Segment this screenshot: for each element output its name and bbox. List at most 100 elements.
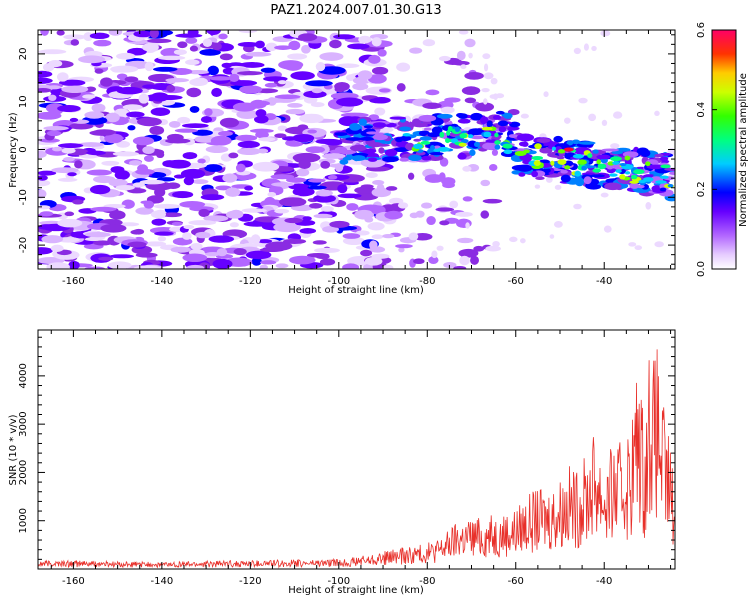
- heatmap-cell: [589, 178, 600, 186]
- heatmap-cell: [473, 245, 485, 252]
- heatmap-cell: [660, 164, 671, 169]
- heatmap-cell: [465, 222, 470, 229]
- heatmap-cell: [436, 245, 444, 251]
- heatmap-cell: [151, 218, 167, 226]
- heatmap-cell: [551, 146, 556, 151]
- heatmap-cell: [438, 55, 451, 62]
- heatmap-cell: [588, 113, 597, 122]
- heatmap-cell: [659, 175, 669, 179]
- heatmap-cell: [38, 111, 62, 120]
- heatmap-cell: [322, 226, 339, 233]
- heatmap-cell: [468, 52, 473, 59]
- heatmap-cell: [100, 223, 127, 233]
- heatmap-cell: [39, 138, 60, 143]
- heatmap-cell: [592, 149, 599, 155]
- y-tick-label: 10: [18, 95, 29, 108]
- heatmap-cell: [382, 156, 399, 163]
- heatmap-cell: [274, 94, 301, 100]
- heatmap-cell: [267, 192, 277, 197]
- heatmap-cell: [239, 85, 263, 94]
- heatmap-cell: [591, 45, 597, 51]
- heatmap-cell: [596, 159, 601, 165]
- heatmap-cell: [284, 217, 303, 224]
- heatmap-cell: [461, 86, 481, 95]
- heatmap-cell: [334, 81, 350, 91]
- heatmap-cell: [427, 132, 441, 138]
- heatmap-cell: [554, 184, 562, 190]
- y-tick-label: -20: [18, 237, 29, 253]
- heatmap-cell: [182, 253, 208, 263]
- heatmap-cell: [64, 211, 75, 217]
- colorbar-gradient: [711, 29, 737, 270]
- heatmap-cell: [470, 112, 483, 121]
- heatmap-cell: [411, 118, 422, 126]
- heatmap-cell: [133, 30, 153, 38]
- heatmap-cell: [421, 202, 433, 209]
- heatmap-cell: [495, 110, 505, 115]
- heatmap-cell: [265, 42, 278, 52]
- heatmap-cell: [287, 102, 303, 108]
- heatmap-cell: [486, 120, 493, 128]
- heatmap-cell: [550, 160, 555, 166]
- heatmap-cell: [277, 125, 287, 132]
- heatmap-cell: [384, 210, 403, 220]
- heatmap-cell: [446, 129, 451, 136]
- heatmap-cell: [398, 247, 405, 253]
- heatmap-cell: [439, 157, 449, 167]
- heatmap-cell: [573, 203, 582, 210]
- heatmap-cell: [556, 155, 565, 160]
- heatmap-cell: [290, 71, 315, 81]
- heatmap-cell: [363, 125, 374, 129]
- heatmap-cell: [372, 179, 385, 186]
- heatmap-cell: [150, 107, 171, 116]
- heatmap-cell: [72, 199, 84, 205]
- heatmap-cell: [422, 102, 442, 109]
- heatmap-cell: [218, 131, 233, 137]
- heatmap-cell: [250, 234, 261, 245]
- x-tick-label: -100: [327, 576, 350, 587]
- heatmap-cells: [38, 30, 675, 269]
- heatmap-cell: [543, 91, 549, 98]
- heatmap-cell: [328, 163, 345, 168]
- heatmap-cell: [384, 148, 398, 157]
- heatmap-cell: [225, 187, 241, 197]
- x-tick-label: -40: [596, 576, 612, 587]
- heatmap-cell: [581, 165, 588, 171]
- heatmap-cell: [38, 175, 48, 181]
- heatmap-cell: [135, 207, 154, 215]
- heatmap-cell: [313, 247, 340, 253]
- heatmap-cell: [190, 243, 203, 250]
- heatmap-cell: [186, 264, 205, 269]
- heatmap-cell: [354, 186, 377, 194]
- heatmap-cell: [342, 236, 366, 246]
- heatmap-cell: [371, 187, 392, 198]
- heatmap-cell: [162, 212, 183, 218]
- heatmap-cell: [77, 142, 105, 147]
- heatmap-cell: [192, 77, 209, 86]
- heatmap-cell: [153, 203, 181, 209]
- heatmap-cell: [336, 63, 360, 68]
- heatmap-cell: [337, 184, 348, 194]
- heatmap-cell: [549, 234, 555, 239]
- heatmap-cell: [174, 128, 199, 133]
- heatmap-cell: [493, 93, 499, 100]
- heatmap-cell: [84, 111, 105, 119]
- heatmap-cell: [137, 164, 149, 173]
- heatmap-cell: [315, 138, 343, 145]
- heatmap-cell: [456, 50, 466, 61]
- heatmap-cell: [51, 167, 79, 174]
- heatmap-cell: [226, 210, 242, 219]
- x-tick-label: -120: [239, 276, 262, 287]
- heatmap-cell: [367, 74, 387, 84]
- heatmap-cell: [358, 35, 372, 44]
- heatmap-cell: [407, 172, 415, 180]
- heatmap-cell: [408, 232, 419, 241]
- heatmap-cell: [200, 194, 225, 201]
- heatmap-cell: [397, 202, 409, 209]
- heatmap-cell: [351, 155, 366, 162]
- heatmap-cell: [482, 53, 491, 60]
- heatmap-cell: [457, 153, 467, 160]
- heatmap-cell: [252, 161, 280, 172]
- heatmap-cell: [494, 140, 501, 145]
